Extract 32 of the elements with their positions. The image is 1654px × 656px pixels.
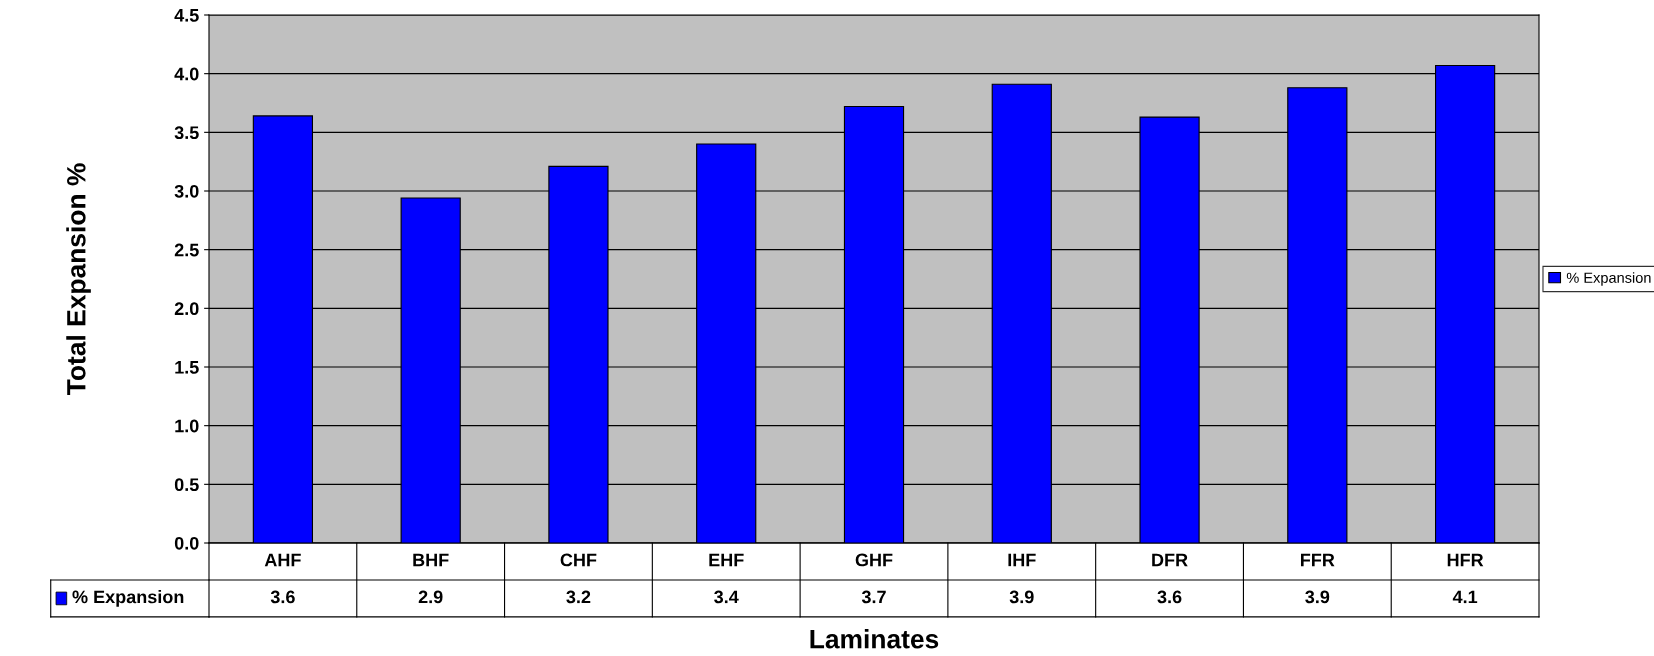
- text: 1.5: [175, 361, 199, 374]
- data-label: 3.2: [566, 590, 591, 604]
- x-tick-label: GHF: [855, 553, 893, 567]
- text: 2.5: [174, 243, 199, 257]
- data-label: 3.4: [714, 590, 739, 604]
- data-label: 3.6: [270, 590, 295, 604]
- legend-label: % Expansion: [1566, 272, 1651, 286]
- x-tick-label: IHF: [1008, 553, 1036, 567]
- x-tick-label: FFR: [1300, 553, 1335, 567]
- data-label: 2.9: [418, 590, 443, 604]
- data-label: 3.6: [1157, 590, 1182, 604]
- text: 3.5: [174, 126, 199, 140]
- text: 0.0: [174, 536, 199, 550]
- text: 4.0: [174, 67, 199, 81]
- x-axis-title: Laminates: [810, 629, 939, 649]
- data-label: 3.7: [861, 590, 886, 604]
- x-tick-label: HFR: [1447, 553, 1484, 567]
- x-tick-label: EHF: [709, 553, 744, 567]
- x-tick-label: CHF: [560, 553, 597, 567]
- data-label: 3.9: [1009, 590, 1034, 604]
- x-tick-label: DFR: [1152, 553, 1188, 567]
- text: 3.0: [174, 184, 199, 198]
- data-label: 3.9: [1305, 590, 1330, 604]
- x-tick-label: BHF: [413, 553, 449, 567]
- text: 2.0: [174, 302, 199, 316]
- x-tick-label: AHF: [264, 553, 301, 567]
- text: 4.5: [174, 9, 199, 22]
- text: 1.0: [175, 419, 199, 433]
- y-axis-title: Total Expansion %: [66, 163, 91, 396]
- data-label: 4.1: [1452, 590, 1478, 604]
- text: % Expansion: [72, 590, 184, 607]
- text: 0.5: [174, 478, 199, 492]
